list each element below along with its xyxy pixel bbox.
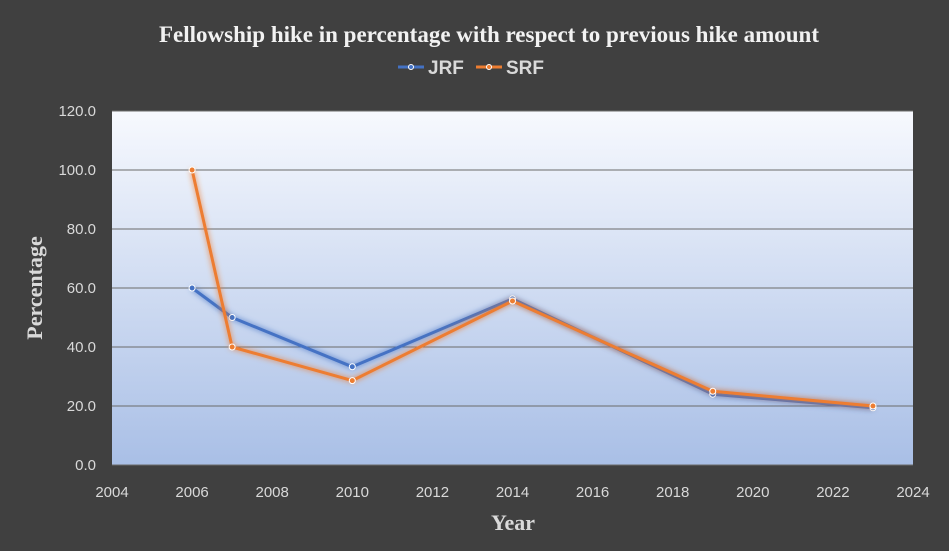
y-tick-label: 80.0 [67,221,96,238]
chart-title: Fellowship hike in percentage with respe… [159,22,819,47]
y-tick-label: 120.0 [58,103,96,120]
series-layer [188,166,877,412]
data-point [228,314,236,321]
x-tick-label: 2024 [896,484,929,501]
y-tick-label: 40.0 [67,339,96,356]
series-line-srf [190,169,874,408]
x-tick-label: 2014 [496,484,529,501]
legend-label: JRF [428,58,464,79]
x-tick-label: 2010 [336,484,369,501]
y-tick-label: 0.0 [75,457,96,474]
y-axis-label: Percentage [22,236,47,340]
data-point [509,297,516,305]
x-tick-label: 2012 [416,484,449,501]
y-tick-label: 100.0 [58,162,96,179]
legend-item-srf: SRF [476,58,544,79]
legend-marker [486,64,492,70]
y-axis-ticks: 0.0 20.0 40.0 60.0 80.0 100.0 120.0 [58,103,96,474]
x-tick-label: 2018 [656,484,689,501]
x-tick-label: 2022 [816,484,849,501]
legend: JRF SRF [398,58,544,79]
gridlines [112,110,913,466]
data-point [348,377,356,385]
data-point [709,387,717,395]
data-point [188,284,196,292]
x-axis-label: Year [491,510,535,535]
x-tick-label: 2004 [95,484,128,501]
data-point [869,402,877,410]
series-srf [188,166,877,410]
x-tick-label: 2016 [576,484,609,501]
x-tick-label: 2008 [256,484,289,501]
legend-item-jrf: JRF [398,58,464,79]
data-point [228,343,236,351]
x-tick-label: 2006 [175,484,208,501]
y-tick-label: 20.0 [67,398,96,415]
x-axis-ticks: 2004 2006 2008 2010 2012 2014 2016 2018 2020 2022… [95,484,929,501]
data-point [188,166,196,174]
legend-label: SRF [506,58,544,79]
x-tick-label: 2020 [736,484,769,501]
legend-marker [408,64,414,70]
data-point [348,363,356,371]
y-tick-label: 60.0 [67,280,96,297]
